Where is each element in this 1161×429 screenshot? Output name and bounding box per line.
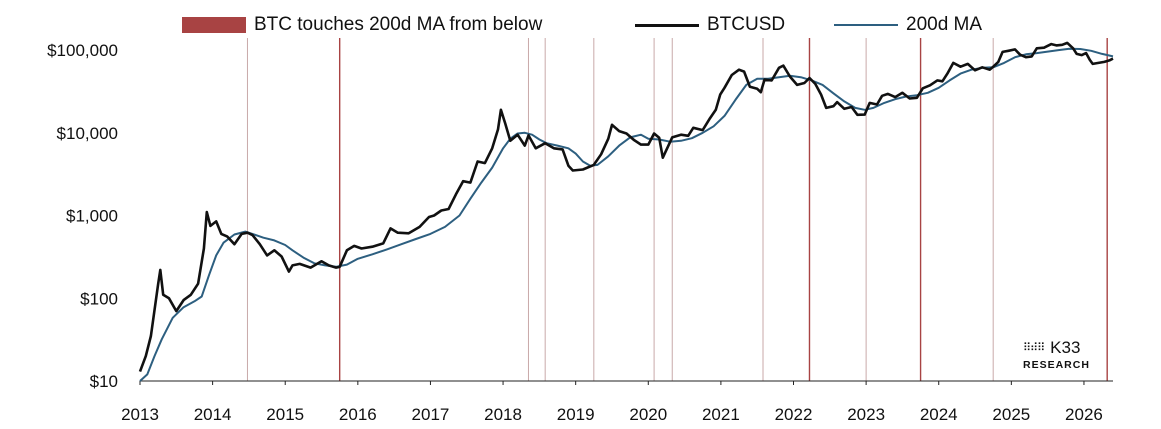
series-line-btcusd [138,41,1114,373]
x-tick-label-1: 2014 [194,405,232,424]
x-tick-label-13: 2026 [1065,405,1103,424]
legend-item-ma: 200d MA [834,14,982,36]
legend-item-touches: BTC touches 200d MA from below [182,14,542,36]
legend-swatch-btc [635,23,699,27]
x-tick-label-6: 2019 [557,405,595,424]
legend-swatch-ma [834,24,898,26]
x-tick-label-10: 2023 [847,405,885,424]
legend-label-touches: BTC touches 200d MA from below [254,14,543,35]
y-tick-label-2: $1,000 [66,207,118,226]
x-tick-label-11: 2024 [920,405,958,424]
k33-research-logo: ⠿⠾⠿ K33 RESEARCH [1023,338,1113,371]
logo-subtitle: RESEARCH [1023,359,1090,371]
x-tick-label-7: 2020 [629,405,667,424]
legend-label-ma: 200d MA [906,14,983,35]
y-tick-label-0: $10 [90,372,118,391]
y-tick-label-1: $100 [80,289,118,308]
x-tick-label-12: 2025 [992,405,1030,424]
legend-label-btc: BTCUSD [707,14,786,35]
x-tick-label-3: 2016 [339,405,377,424]
x-tick-label-8: 2021 [702,405,740,424]
x-tick-label-0: 2013 [121,405,159,424]
legend: BTC touches 200d MA from below BTCUSD 20… [0,14,1161,42]
legend-swatch-touches [182,17,246,33]
y-tick-label-3: $10,000 [57,124,118,143]
logo-name: K33 [1050,338,1081,357]
x-tick-label-2: 2015 [266,405,304,424]
x-tick-label-4: 2017 [412,405,450,424]
x-tick-label-9: 2022 [775,405,813,424]
logo-mark: ⠿⠾⠿ [1023,341,1045,354]
x-tick-label-5: 2018 [484,405,522,424]
series-line-200d-ma [139,47,1114,382]
y-tick-label-4: $100,000 [47,41,118,60]
legend-item-btc: BTCUSD [635,14,785,36]
